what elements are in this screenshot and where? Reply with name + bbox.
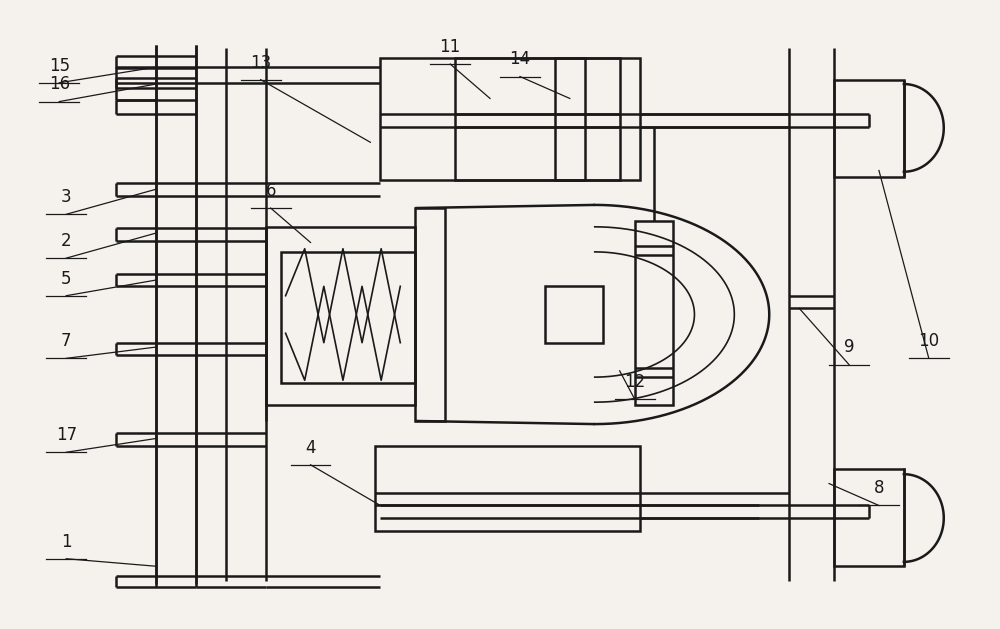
Bar (455, 58, 620, 180)
Bar (834, 80, 904, 177)
Bar (545, 286, 603, 343)
Text: 10: 10 (918, 332, 939, 350)
Bar (281, 252, 415, 384)
Text: 5: 5 (61, 270, 71, 287)
Text: 11: 11 (440, 38, 461, 56)
Text: 13: 13 (250, 53, 271, 72)
Text: 16: 16 (49, 75, 70, 94)
Text: 2: 2 (61, 232, 72, 250)
Bar (266, 227, 415, 405)
Bar (834, 469, 904, 566)
Text: 12: 12 (624, 373, 645, 391)
Bar (555, 58, 640, 180)
Text: 3: 3 (61, 188, 72, 206)
Text: 17: 17 (56, 426, 77, 444)
Bar (375, 446, 640, 530)
Bar (380, 58, 585, 180)
Bar (635, 221, 673, 405)
Text: 1: 1 (61, 533, 72, 550)
Text: 9: 9 (844, 338, 854, 357)
Text: 7: 7 (61, 332, 71, 350)
Text: 6: 6 (265, 182, 276, 200)
Text: 8: 8 (874, 479, 884, 498)
Text: 14: 14 (509, 50, 531, 69)
Text: 4: 4 (305, 438, 316, 457)
Text: 15: 15 (49, 57, 70, 75)
Bar (415, 208, 445, 421)
